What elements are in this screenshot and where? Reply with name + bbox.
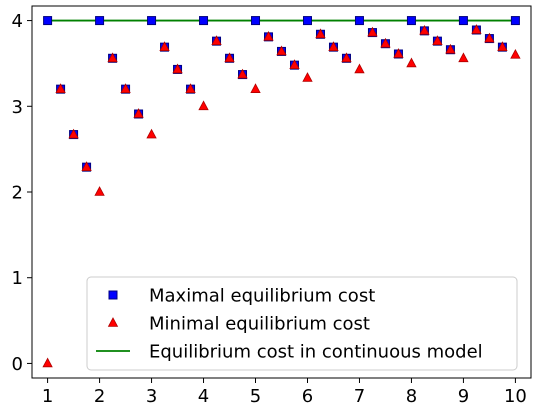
- point-maximal: [199, 16, 209, 26]
- legend-marker: [108, 290, 118, 300]
- point-minimal: [406, 57, 417, 68]
- x-axis: 1 2 3 4 5 6 7 8 9 10: [42, 378, 527, 407]
- point-maximal: [43, 16, 53, 26]
- point-minimal: [497, 41, 508, 51]
- legend-box: [86, 276, 518, 371]
- x-tick-label: 1: [42, 386, 53, 407]
- point-minimal: [484, 32, 495, 43]
- legend-entry-minimal: Minimal equilibrium cost: [149, 314, 370, 335]
- point-minimal: [211, 35, 222, 45]
- x-tick-label: 3: [146, 386, 157, 407]
- y-tick-label: 1: [12, 268, 23, 289]
- point-maximal: [302, 16, 312, 26]
- point-minimal: [42, 357, 53, 368]
- point-minimal: [159, 41, 170, 51]
- x-tick-label: 10: [504, 386, 527, 407]
- point-minimal: [146, 128, 157, 139]
- point-maximal: [354, 16, 364, 26]
- point-maximal: [458, 16, 468, 26]
- point-maximal: [147, 16, 157, 26]
- x-tick-label: 6: [302, 386, 313, 407]
- x-tick-label: 2: [94, 386, 105, 407]
- point-minimal: [250, 83, 261, 93]
- x-tick-label: 4: [198, 386, 209, 407]
- point-minimal: [445, 43, 456, 54]
- point-minimal: [471, 24, 482, 34]
- point-minimal: [367, 26, 378, 37]
- point-minimal: [458, 52, 469, 63]
- point-minimal: [263, 30, 274, 41]
- point-minimal: [120, 83, 131, 93]
- point-minimal: [341, 52, 352, 63]
- point-minimal: [94, 186, 105, 196]
- point-minimal: [172, 63, 183, 74]
- point-minimal: [198, 100, 209, 111]
- point-minimal: [419, 24, 430, 35]
- point-minimal: [393, 48, 404, 58]
- y-tick-label: 3: [12, 97, 23, 118]
- point-minimal: [289, 59, 300, 69]
- legend-marker: [107, 317, 119, 327]
- point-minimal: [81, 161, 92, 171]
- point-maximal: [510, 16, 520, 26]
- series-layer: [42, 16, 521, 368]
- y-tick-label: 2: [12, 183, 23, 204]
- point-maximal: [95, 16, 105, 26]
- x-tick-label: 5: [250, 386, 261, 407]
- point-minimal: [354, 63, 365, 74]
- legend: Maximal equilibrium cost Minimal equilibr…: [86, 276, 518, 371]
- point-minimal: [133, 108, 144, 118]
- x-tick-label: 8: [406, 386, 417, 407]
- x-tick-label: 9: [458, 386, 469, 407]
- y-tick-label: 4: [12, 11, 23, 32]
- plot-frame: [31, 5, 532, 379]
- point-minimal: [224, 52, 235, 63]
- point-minimal: [185, 83, 196, 93]
- point-minimal: [315, 28, 326, 39]
- point-minimal: [237, 68, 248, 79]
- point-minimal: [302, 72, 313, 82]
- point-maximal: [406, 16, 416, 26]
- point-minimal: [55, 83, 66, 93]
- x-tick-label: 7: [354, 386, 365, 407]
- point-minimal: [432, 35, 443, 45]
- point-minimal: [68, 128, 79, 139]
- legend-entry-maximal: Maximal equilibrium cost: [149, 286, 375, 307]
- y-tick-label: 0: [12, 354, 23, 375]
- point-minimal: [510, 48, 521, 59]
- y-axis: 0 1 2 3 4: [12, 11, 32, 375]
- legend-entry-continuous: Equilibrium cost in continuous model: [149, 342, 483, 363]
- point-minimal: [107, 52, 118, 63]
- point-minimal: [328, 41, 339, 51]
- point-minimal: [276, 45, 287, 56]
- point-maximal: [251, 16, 261, 26]
- point-minimal: [380, 37, 391, 48]
